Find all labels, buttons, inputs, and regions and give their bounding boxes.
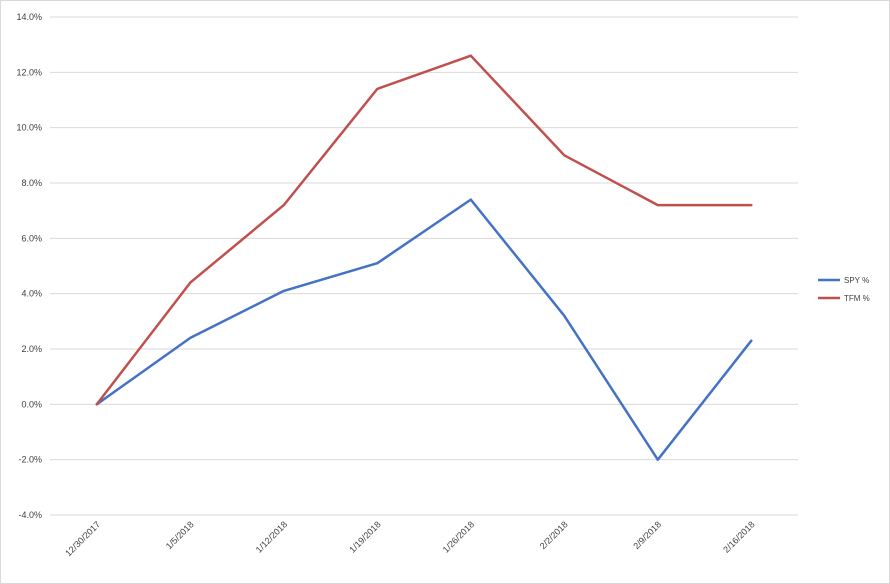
- x-tick-label: 2/16/2018: [721, 519, 756, 554]
- x-axis-tick-labels: 12/30/2017 1/5/2018 1/12/2018 1/19/2018 1/26…: [63, 519, 756, 558]
- y-tick-label: 12.0%: [16, 67, 42, 77]
- gridlines: [50, 16, 798, 516]
- y-tick-label: 2.0%: [21, 344, 42, 354]
- x-tick-label: 1/12/2018: [254, 519, 289, 554]
- y-axis-tick-labels: -4.0% -2.0% 0.0% 2.0% 4.0% 6.0% 8.0% 10.0% 12.0%…: [16, 12, 42, 520]
- y-tick-label: 4.0%: [21, 289, 42, 299]
- y-tick-label: 14.0%: [16, 12, 42, 22]
- y-tick-label: 6.0%: [21, 233, 42, 243]
- x-tick-label: 2/2/2018: [538, 519, 570, 551]
- y-tick-label: -4.0%: [18, 510, 42, 520]
- x-tick-label: 12/30/2017: [63, 519, 102, 558]
- legend-label: TFM %: [844, 294, 870, 303]
- legend-label: SPY %: [844, 276, 869, 285]
- x-tick-label: 1/5/2018: [164, 519, 196, 551]
- x-tick-label: 2/9/2018: [631, 519, 663, 551]
- y-tick-label: -2.0%: [18, 455, 42, 465]
- y-tick-label: 10.0%: [16, 123, 42, 133]
- x-tick-label: 1/26/2018: [441, 519, 476, 554]
- y-tick-label: 8.0%: [21, 178, 42, 188]
- series-lines: [95, 54, 753, 461]
- x-tick-label: 1/19/2018: [347, 519, 382, 554]
- series-line-spy: [95, 198, 753, 461]
- legend: SPY % TFM %: [818, 276, 870, 303]
- series-line-tfm: [95, 54, 753, 406]
- y-tick-label: 0.0%: [21, 399, 42, 409]
